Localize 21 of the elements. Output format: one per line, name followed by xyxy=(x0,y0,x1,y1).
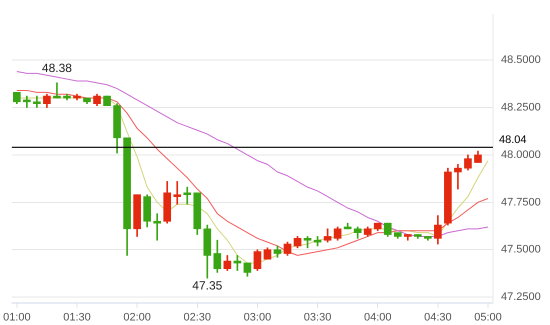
x-tick-label: 01:30 xyxy=(63,311,91,324)
x-tick-label: 04:00 xyxy=(364,311,392,324)
annotation: 48.38 xyxy=(42,61,72,76)
x-tick-label: 05:00 xyxy=(474,311,502,324)
y-tick-label: 47.7500 xyxy=(501,196,541,208)
annotation: 47.35 xyxy=(192,278,223,292)
x-tick-label: 02:30 xyxy=(184,311,212,324)
x-tick-label: 01:00 xyxy=(3,311,31,324)
y-tick-label: 48.2500 xyxy=(501,102,541,114)
candlestick xyxy=(53,82,61,98)
x-tick-label: 02:00 xyxy=(123,311,151,324)
y-tick-label: 47.2500 xyxy=(501,291,541,304)
x-tick-label: 03:00 xyxy=(244,311,272,324)
y-tick-label: 48.0000 xyxy=(501,148,541,161)
x-tick-label: 03:30 xyxy=(304,311,332,324)
candlestick xyxy=(314,236,322,246)
candlestick xyxy=(304,236,312,248)
ref-line-label: 48.04 xyxy=(499,134,527,146)
y-tick-label: 48.5000 xyxy=(501,54,541,66)
y-tick-label: 47.5000 xyxy=(501,244,541,256)
x-tick-label: 04:30 xyxy=(424,311,452,324)
